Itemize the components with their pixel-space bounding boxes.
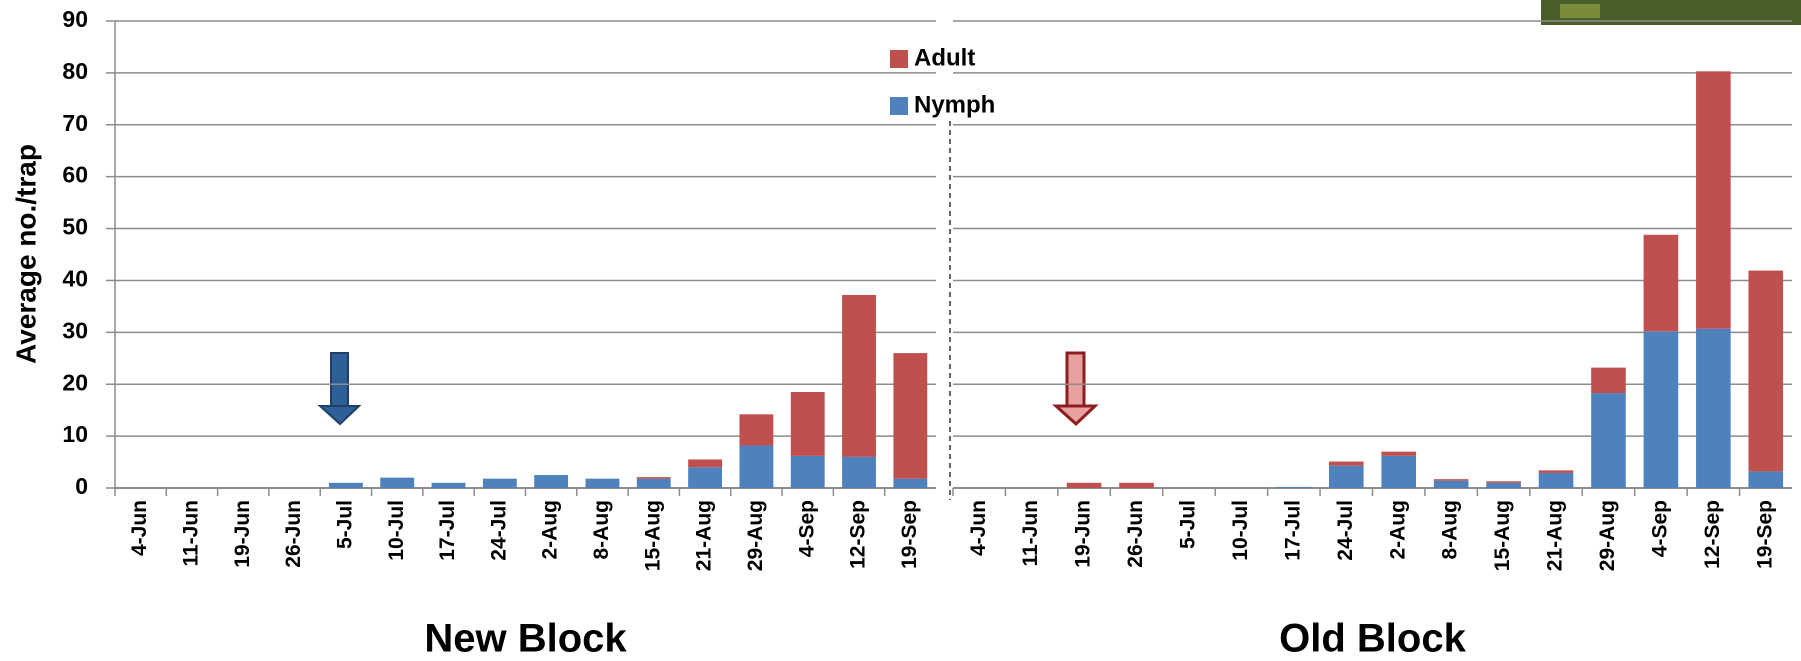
bar-segment (1067, 483, 1102, 488)
y-tick-label: 10 (62, 421, 88, 447)
bar-segment (1696, 71, 1731, 328)
bar-segment (637, 477, 671, 479)
bar-segment (1434, 479, 1469, 481)
x-tick-label: 12-Sep (847, 500, 870, 569)
bar-segment (688, 459, 722, 467)
x-tick-label: 4-Jun (967, 500, 990, 556)
x-tick-label: 19-Sep (1753, 500, 1776, 569)
y-tick-label: 80 (62, 58, 88, 84)
y-tick-label: 40 (62, 266, 88, 292)
bar-segment (842, 295, 876, 457)
x-tick-label: 10-Jul (1229, 500, 1252, 561)
bar-segment (1434, 481, 1469, 488)
bar-segment (688, 467, 722, 488)
bar-segment (842, 457, 876, 488)
bar-segment (380, 478, 414, 488)
legend-swatch (890, 97, 908, 115)
x-tick-label: 8-Aug (590, 500, 613, 560)
y-tick-label: 0 (75, 473, 88, 499)
x-tick-label: 21-Aug (1544, 500, 1567, 571)
x-tick-label: 26-Jun (1124, 500, 1147, 568)
x-tick-label: 8-Aug (1439, 500, 1462, 560)
y-tick-label: 60 (62, 162, 88, 188)
x-tick-label: 4-Sep (1648, 500, 1671, 557)
x-tick-label: 15-Aug (1491, 500, 1514, 571)
bar-segment (1329, 466, 1364, 488)
bar-segment (739, 445, 773, 488)
bar-segment (1277, 487, 1312, 488)
bar-segment (791, 456, 825, 488)
arrow (320, 353, 359, 424)
panel-title: Old Block (1279, 617, 1466, 661)
x-tick-label: 19-Jun (231, 500, 254, 568)
bar-segment (586, 479, 620, 488)
x-tick-label: 2-Aug (539, 500, 562, 560)
x-tick-label: 24-Jul (1334, 500, 1357, 561)
legend-swatch (890, 50, 908, 68)
arrow (1056, 353, 1095, 424)
y-tick-label: 20 (62, 369, 88, 395)
x-tick-label: 15-Aug (641, 500, 664, 571)
y-tick-label: 50 (62, 214, 88, 240)
x-tick-label: 19-Jun (1072, 500, 1095, 568)
bar-segment (432, 483, 466, 488)
x-tick-label: 5-Jul (333, 500, 356, 549)
bar-segment (739, 414, 773, 445)
x-tick-label: 17-Jul (1281, 500, 1304, 561)
x-tick-label: 29-Aug (744, 500, 767, 571)
x-tick-label: 24-Jul (487, 500, 510, 561)
bar-segment (1539, 473, 1574, 488)
x-tick-label: 29-Aug (1596, 500, 1619, 571)
bar-segment (1381, 452, 1416, 456)
bar-segment (1539, 470, 1574, 473)
bar-segment (1748, 471, 1783, 488)
legend-label: Adult (914, 44, 975, 71)
x-tick-label: 10-Jul (385, 500, 408, 561)
bar-segment (1591, 393, 1626, 488)
photo-detail (1560, 4, 1600, 18)
bar-segment (1644, 235, 1679, 332)
bar-segment (1381, 456, 1416, 488)
x-tick-label: 11-Jun (1019, 500, 1042, 567)
bar-segment (1644, 331, 1679, 488)
x-tick-label: 17-Jul (436, 500, 459, 561)
bar-segment (893, 353, 927, 479)
y-tick-label: 70 (62, 110, 88, 136)
bar-segment (791, 392, 825, 456)
x-tick-label: 4-Jun (128, 500, 151, 556)
bar-segment (1486, 483, 1521, 488)
x-tick-label: 21-Aug (693, 500, 716, 571)
bar-segment (1591, 368, 1626, 393)
x-tick-label: 26-Jun (282, 500, 305, 568)
bar-segment (893, 479, 927, 488)
x-tick-label: 19-Sep (898, 500, 921, 569)
x-tick-label: 5-Jul (1177, 500, 1200, 549)
y-axis-label: Average no./trap (10, 144, 41, 364)
x-tick-label: 2-Aug (1386, 500, 1409, 560)
panel-title: New Block (424, 617, 627, 661)
x-tick-label: 12-Sep (1701, 500, 1724, 569)
x-tick-label: 11-Jun (180, 500, 203, 567)
legend-label: Nymph (914, 91, 995, 118)
bar-segment (637, 479, 671, 488)
bar-segment (534, 475, 568, 488)
bar-segment (1329, 462, 1364, 466)
y-tick-label: 30 (62, 317, 88, 343)
bar-segment (329, 483, 363, 488)
page: {"chart_data": {"type": "bar", "stacked"… (0, 0, 1801, 661)
bar-segment (1119, 483, 1154, 488)
bar-segment (1696, 329, 1731, 488)
bar-segment (1748, 271, 1783, 472)
bar-segment (483, 479, 517, 488)
x-tick-label: 4-Sep (795, 500, 818, 557)
chart: Average no./trap 0 10 20 30 40 50 60 70 80 90 4-Ju… (0, 0, 1801, 661)
y-tick-label: 90 (62, 6, 88, 32)
bar-segment (1486, 481, 1521, 483)
